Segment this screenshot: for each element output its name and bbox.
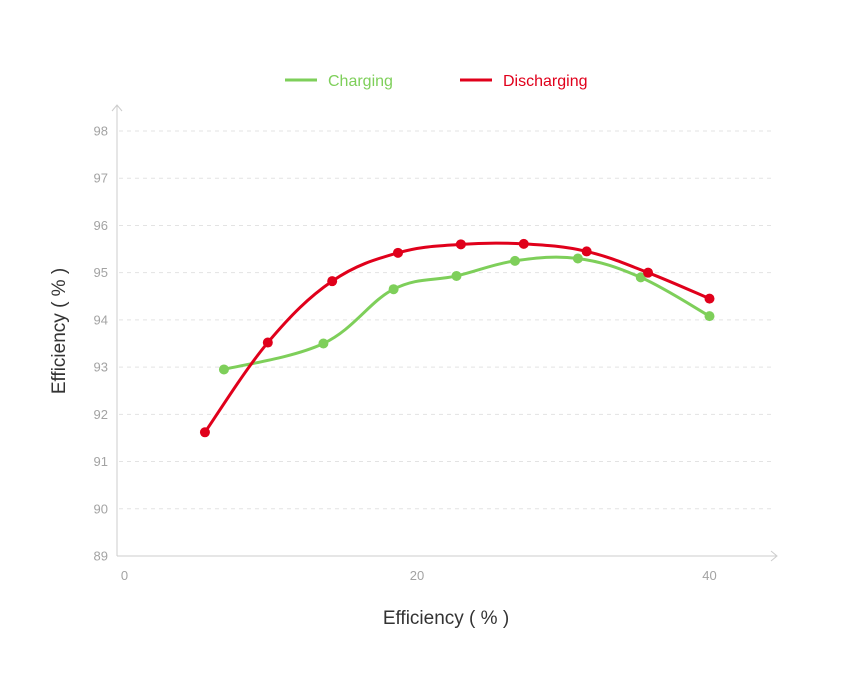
y-axis-arrow-icon: [111, 104, 123, 112]
data-point-charging: [635, 272, 646, 283]
legend-label-discharging: Discharging: [503, 73, 587, 90]
data-point-charging: [218, 364, 229, 375]
y-tick-label: 97: [94, 171, 108, 186]
data-point-discharging: [455, 239, 466, 250]
data-point-discharging: [327, 276, 338, 287]
x-tick-label: 20: [410, 568, 424, 583]
x-tick-label: 0: [121, 568, 128, 583]
data-point-charging: [318, 338, 329, 349]
y-tick-label: 94: [94, 312, 108, 327]
legend-label-charging: Charging: [328, 73, 393, 90]
data-point-charging: [509, 255, 520, 266]
series-charging: [218, 253, 715, 375]
y-tick-label: 89: [94, 549, 108, 564]
y-tick-label: 96: [94, 218, 108, 233]
legend[interactable]: Charging Discharging: [285, 73, 587, 90]
data-point-charging: [388, 284, 399, 295]
x-tick-labels: 0 20 40: [121, 568, 717, 583]
series-layer: [199, 238, 715, 438]
data-point-charging: [704, 311, 715, 322]
y-axis-title: Efficiency ( % ): [49, 268, 70, 394]
series-discharging: [199, 238, 715, 438]
y-tick-label: 91: [94, 454, 108, 469]
x-axis-arrow-icon: [770, 550, 778, 562]
y-tick-label: 90: [94, 501, 108, 516]
legend-item-discharging[interactable]: Discharging: [460, 73, 587, 90]
data-point-charging: [451, 270, 462, 281]
x-axis-title: Efficiency ( % ): [383, 608, 509, 629]
data-point-discharging: [199, 427, 210, 438]
data-point-discharging: [262, 337, 273, 348]
data-point-discharging: [643, 267, 654, 278]
data-point-discharging: [518, 238, 529, 249]
series-line-discharging: [203, 241, 711, 434]
y-tick-label: 93: [94, 360, 108, 375]
series-line-charging: [222, 255, 711, 371]
data-point-discharging: [704, 293, 715, 304]
y-tick-labels: 89 90 91 92 93 94 95 96 97 98: [94, 124, 108, 564]
grid-lines: [119, 130, 772, 510]
x-tick-label: 40: [702, 568, 716, 583]
legend-item-charging[interactable]: Charging: [285, 73, 393, 90]
data-point-discharging: [581, 246, 592, 257]
y-tick-label: 98: [94, 124, 108, 139]
y-tick-label: 95: [94, 265, 108, 280]
data-point-discharging: [392, 247, 403, 258]
axes: [111, 104, 778, 562]
y-tick-label: 92: [94, 407, 108, 422]
data-point-charging: [572, 253, 583, 264]
